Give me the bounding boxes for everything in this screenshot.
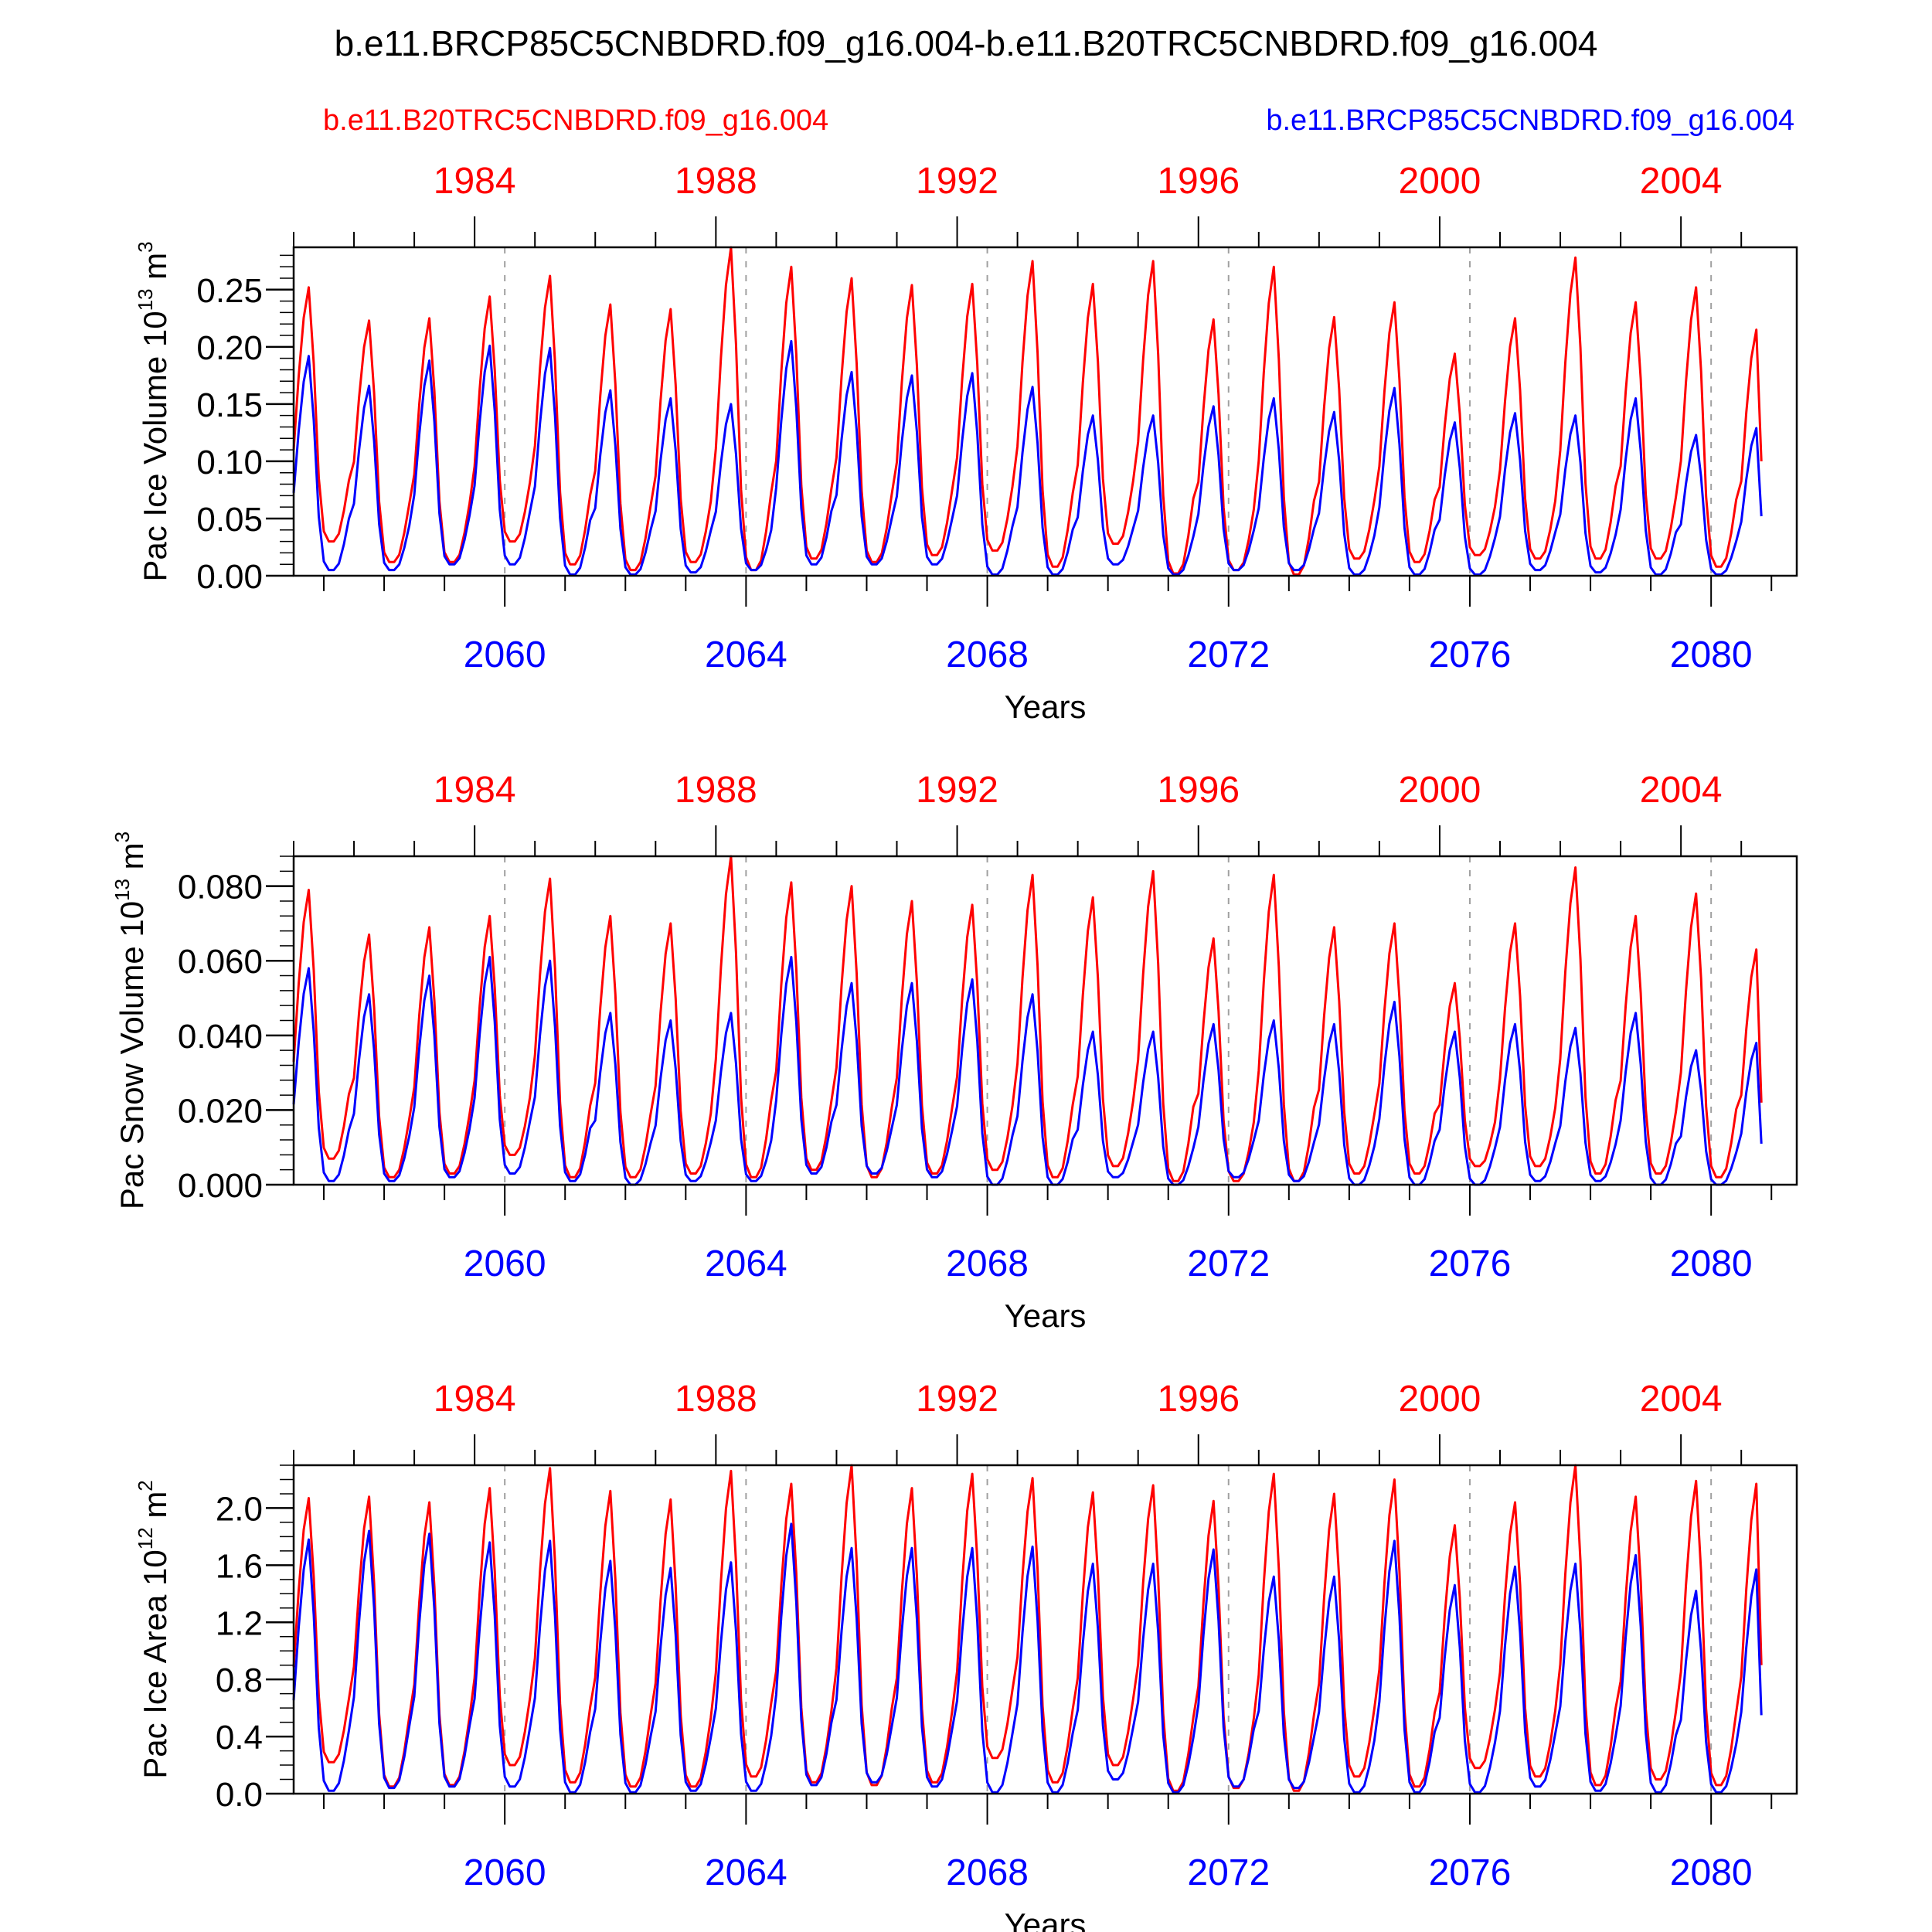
series-line-red [292,1464,1763,1792]
x-red-tick-label: 2004 [1640,161,1723,202]
series-line-red [292,246,1763,576]
x-red-tick-label: 1992 [916,770,998,811]
y-tick-label: 0.25 [196,272,263,310]
plot-frame [292,246,1798,577]
x-blue-tick-label: 2076 [1429,1852,1512,1893]
x-red-tick-label: 1984 [434,161,516,202]
figure-title: b.e11.BRCP85C5CNBDRD.f09_g16.004-b.e11.B… [335,23,1598,63]
legend-left-label: b.e11.B20TRC5CNBDRD.f09_g16.004 [323,104,828,137]
y-tick-label: 0.020 [178,1092,263,1130]
y-axis-label-unit: m [137,1492,173,1528]
y-tick-label: 0.00 [196,558,263,596]
y-tick-label: 0.05 [196,501,263,539]
x-blue-tick-label: 2076 [1429,634,1512,675]
chart-panel-1: 0.00 0.05 0.10 0.15 0.20 0.25 2060 2064 2068 2072… [134,161,1798,725]
x-axis-label: Years [1005,1298,1087,1334]
y-tick-label: 0.0 [216,1776,263,1814]
x-blue-tick-label: 2072 [1187,1243,1270,1284]
x-blue-tick-label: 2060 [464,1852,546,1893]
x-red-tick-label: 1984 [434,1379,516,1420]
x-red-tick-label: 2000 [1399,1379,1481,1420]
x-red-tick-label: 1992 [916,1379,998,1420]
y-axis-label-unit: m [137,253,173,289]
x-blue-tick-label: 2080 [1670,1852,1753,1893]
y-tick-label: 2.0 [216,1490,263,1528]
x-red-tick-label: 1996 [1157,770,1240,811]
x-red-tick-label: 2004 [1640,770,1723,811]
series-line-blue [292,955,1763,1186]
y-axis-label-text: Pac Ice Volume 10 [137,311,173,581]
y-tick-label: 0.10 [196,444,263,481]
y-axis-label-exp: 13 [111,879,134,901]
x-red-tick-label: 1988 [675,770,757,811]
x-red-tick-label: 1984 [434,770,516,811]
y-tick-label: 0.4 [216,1719,263,1757]
y-tick-label: 0.8 [216,1662,263,1699]
plot-frame [292,1464,1798,1795]
x-red-tick-label: 1988 [675,1379,757,1420]
x-blue-tick-label: 2072 [1187,634,1270,675]
y-axis-label-unit: m [114,842,150,879]
x-red-tick-label: 1992 [916,161,998,202]
x-blue-tick-label: 2064 [705,634,787,675]
x-blue-tick-label: 2068 [946,634,1029,675]
x-blue-tick-label: 2060 [464,1243,546,1284]
x-axis-label: Years [1005,1906,1087,1932]
x-blue-tick-label: 2064 [705,1243,787,1284]
x-blue-tick-label: 2068 [946,1852,1029,1893]
y-axis-label-exp: 12 [134,1527,157,1549]
y-tick-label: 0.060 [178,943,263,981]
y-axis-label: Pac Ice Volume 1013 m3 [134,241,173,581]
x-axis-label: Years [1005,689,1087,725]
y-axis-label: Pac Snow Volume 1013 m3 [111,832,150,1209]
x-red-tick-label: 2004 [1640,1379,1723,1420]
x-blue-tick-label: 2068 [946,1243,1029,1284]
y-tick-label: 1.6 [216,1547,263,1585]
y-tick-label: 0.15 [196,386,263,424]
y-tick-label: 0.040 [178,1018,263,1056]
y-axis-label-unit-exp: 3 [111,832,134,842]
y-axis-label-unit-exp: 3 [134,241,157,252]
y-axis-label-text: Pac Snow Volume 10 [114,901,150,1209]
x-red-tick-label: 1988 [675,161,757,202]
chart-panel-2: 0.000 0.020 0.040 0.060 0.080 2060 2064 2068 207… [111,770,1798,1334]
y-tick-label: 0.000 [178,1167,263,1205]
legend-right-label: b.e11.BRCP85C5CNBDRD.f09_g16.004 [1266,104,1794,137]
chart-panel-3: 0.0 0.4 0.8 1.2 1.6 2.0 2060 2064 2068 2072 2076 20… [134,1379,1798,1932]
x-red-tick-label: 2000 [1399,161,1481,202]
x-blue-tick-label: 2064 [705,1852,787,1893]
x-red-tick-label: 1996 [1157,161,1240,202]
x-blue-tick-label: 2072 [1187,1852,1270,1893]
y-axis-label: Pac Ice Area 1012 m2 [134,1480,173,1779]
y-axis-label-unit-exp: 2 [134,1480,157,1491]
panels: 0.00 0.05 0.10 0.15 0.20 0.25 2060 2064 2068 2072… [111,161,1798,1932]
x-blue-tick-label: 2080 [1670,1243,1753,1284]
x-red-tick-label: 1996 [1157,1379,1240,1420]
x-red-tick-label: 2000 [1399,770,1481,811]
x-blue-tick-label: 2080 [1670,634,1753,675]
y-tick-label: 0.20 [196,329,263,367]
y-axis-label-text: Pac Ice Area 10 [137,1549,173,1779]
series-line-blue [292,339,1763,576]
y-axis-label-exp: 13 [134,288,157,311]
x-blue-tick-label: 2060 [464,634,546,675]
y-tick-label: 0.080 [178,869,263,906]
series-line-red [292,855,1763,1182]
y-tick-label: 1.2 [216,1604,263,1642]
x-blue-tick-label: 2076 [1429,1243,1512,1284]
series-line-blue [292,1522,1763,1794]
